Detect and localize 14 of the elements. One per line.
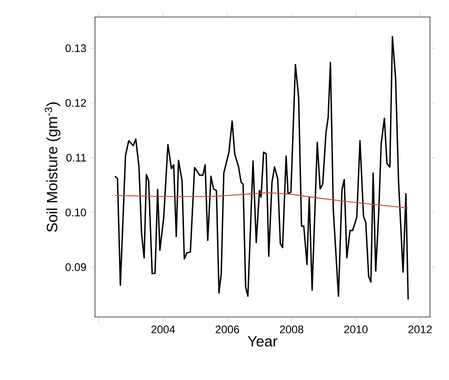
x-tick-label: 2008 [280,326,304,334]
x-tick-label: 2006 [216,326,240,334]
y-tick-label: 0.09 [66,263,86,272]
y-tick-label: 0.10 [66,208,86,216]
x-tick-label: 2010 [344,326,368,334]
x-axis-title: Year [248,336,278,347]
y-tick-label: 0.11 [66,154,86,162]
line-series [114,192,409,209]
x-tick-label: 2004 [151,326,175,334]
y-axis-title: Soil Moisture (gm$^{-3}$) [44,102,60,232]
y-tick-label: 0.12 [66,99,86,107]
line-series [114,36,409,300]
x-tick-label: 2012 [408,326,432,334]
y-tick-label: 0.13 [66,44,86,52]
